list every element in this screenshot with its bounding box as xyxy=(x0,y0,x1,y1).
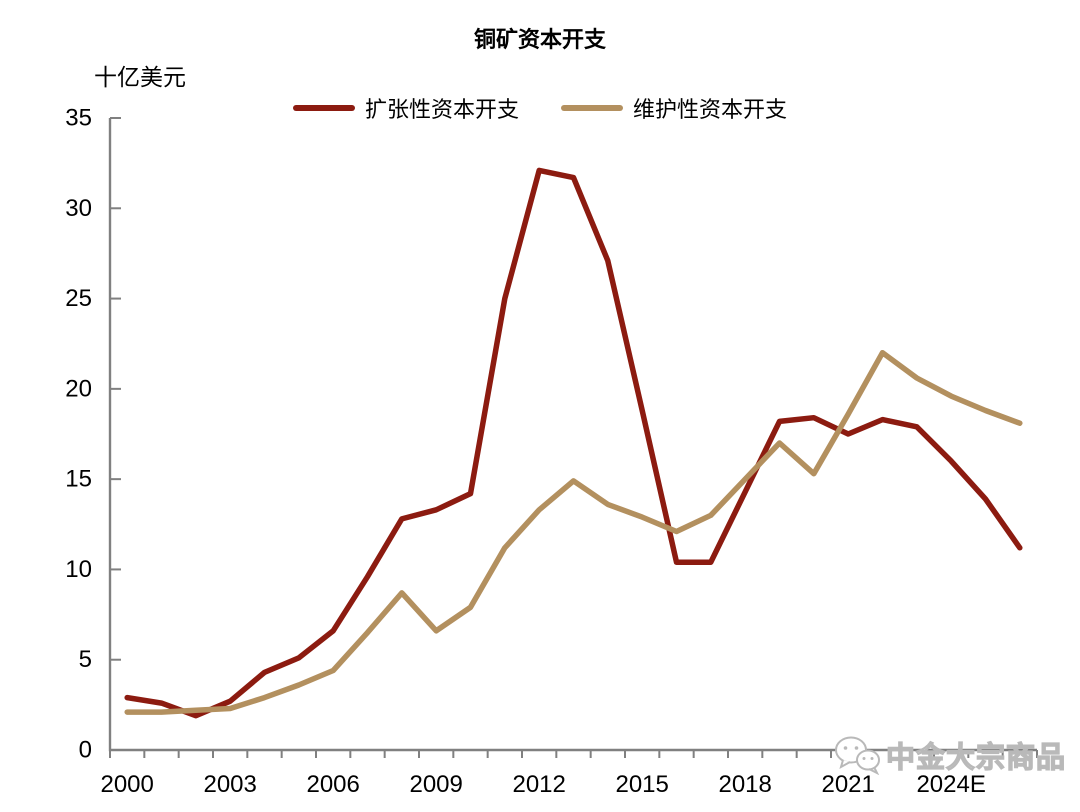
x-tick-label: 2012 xyxy=(512,771,565,798)
legend-item-maintenance-capex: 维护性资本开支 xyxy=(561,92,787,124)
legend-item-expansion-capex: 扩张性资本开支 xyxy=(292,92,519,124)
x-tick-label: 2018 xyxy=(718,771,771,798)
legend-swatch-maintenance-capex xyxy=(561,105,623,111)
legend-swatch-expansion-capex xyxy=(292,105,355,111)
y-axis-ticks: 0 5 10 15 20 25 30 35 xyxy=(65,105,121,764)
x-tick-label: 2015 xyxy=(615,771,668,798)
x-tick-label: 2009 xyxy=(409,771,462,798)
watermark-text: 中金大宗商品 xyxy=(885,741,1067,774)
series-line-0 xyxy=(124,167,1023,719)
y-tick-label: 5 xyxy=(79,646,92,673)
x-tick-label: 2024E xyxy=(916,771,985,798)
y-tick-label: 0 xyxy=(79,737,92,764)
legend-label-expansion-capex: 扩张性资本开支 xyxy=(364,97,519,122)
wechat-chat-bubbles-icon xyxy=(835,736,880,775)
x-tick-label: 2000 xyxy=(100,771,153,798)
y-tick-label: 25 xyxy=(65,285,92,312)
chart-title: 铜矿资本开支 xyxy=(473,27,606,52)
y-tick-label: 10 xyxy=(65,556,92,583)
y-tick-label: 30 xyxy=(65,195,92,222)
series-line-1 xyxy=(124,349,1023,715)
y-axis-unit-label: 十亿美元 xyxy=(94,64,186,90)
x-tick-label: 2021 xyxy=(821,771,874,798)
y-tick-label: 15 xyxy=(65,466,92,493)
x-tick-label: 2006 xyxy=(306,771,359,798)
y-tick-label: 35 xyxy=(65,105,92,132)
legend: 扩张性资本开支 维护性资本开支 xyxy=(0,92,1080,124)
axes xyxy=(108,118,1037,752)
y-tick-label: 20 xyxy=(65,375,92,402)
legend-label-maintenance-capex: 维护性资本开支 xyxy=(633,97,788,122)
x-axis-ticks: 2000 2003 2006 2009 2012 2015 2018 2021 2024E xyxy=(100,750,1038,798)
watermark: 中金大宗商品 xyxy=(833,734,1066,776)
x-tick-label: 2003 xyxy=(203,771,256,798)
